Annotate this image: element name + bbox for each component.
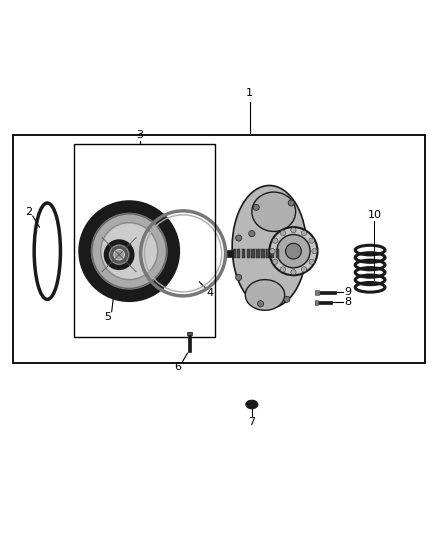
Bar [266, 249, 269, 258]
Circle shape [280, 266, 286, 272]
Circle shape [258, 301, 264, 307]
Circle shape [284, 296, 290, 302]
Bar [315, 290, 319, 295]
Circle shape [270, 248, 275, 254]
Bar [188, 332, 191, 352]
Circle shape [291, 270, 296, 275]
Circle shape [105, 241, 133, 269]
Text: 10: 10 [367, 210, 381, 220]
Circle shape [280, 230, 286, 236]
Bar [232, 249, 236, 258]
Text: 5: 5 [104, 312, 111, 322]
Text: 9: 9 [345, 287, 352, 297]
Bar [187, 332, 192, 335]
Ellipse shape [232, 185, 307, 308]
Circle shape [301, 230, 307, 236]
Ellipse shape [245, 280, 285, 310]
Circle shape [253, 204, 259, 211]
Text: 7: 7 [248, 417, 255, 427]
Circle shape [291, 228, 296, 233]
Bar [276, 249, 279, 258]
Circle shape [236, 274, 242, 280]
Circle shape [269, 227, 318, 275]
Ellipse shape [247, 401, 257, 408]
Bar [315, 290, 336, 294]
Circle shape [312, 248, 317, 254]
Text: 8: 8 [345, 297, 352, 308]
Circle shape [110, 245, 129, 264]
Circle shape [297, 231, 303, 237]
Text: 4: 4 [207, 288, 214, 298]
Bar [242, 249, 245, 258]
Bar [227, 250, 233, 257]
Text: 1: 1 [246, 88, 253, 99]
Bar [74, 144, 215, 336]
Circle shape [92, 214, 166, 288]
Bar [13, 135, 425, 363]
Bar [315, 300, 318, 304]
Bar [247, 249, 250, 258]
Circle shape [309, 238, 314, 243]
Circle shape [236, 235, 242, 241]
Circle shape [272, 238, 278, 243]
Ellipse shape [252, 192, 296, 231]
Text: 6: 6 [174, 362, 181, 372]
Circle shape [277, 235, 310, 268]
Circle shape [297, 265, 303, 272]
Bar [261, 249, 265, 258]
Circle shape [85, 206, 174, 296]
Bar [251, 249, 255, 258]
Circle shape [101, 223, 158, 280]
Bar [271, 249, 274, 258]
Circle shape [114, 249, 124, 260]
Circle shape [301, 266, 307, 272]
Circle shape [309, 259, 314, 264]
Text: 2: 2 [25, 207, 32, 217]
Circle shape [272, 259, 278, 264]
Circle shape [286, 243, 301, 259]
Circle shape [275, 248, 281, 254]
Circle shape [249, 231, 255, 237]
Text: 3: 3 [137, 130, 144, 140]
Bar [237, 249, 240, 258]
Bar [256, 249, 260, 258]
Circle shape [288, 200, 294, 206]
Bar [315, 301, 332, 304]
